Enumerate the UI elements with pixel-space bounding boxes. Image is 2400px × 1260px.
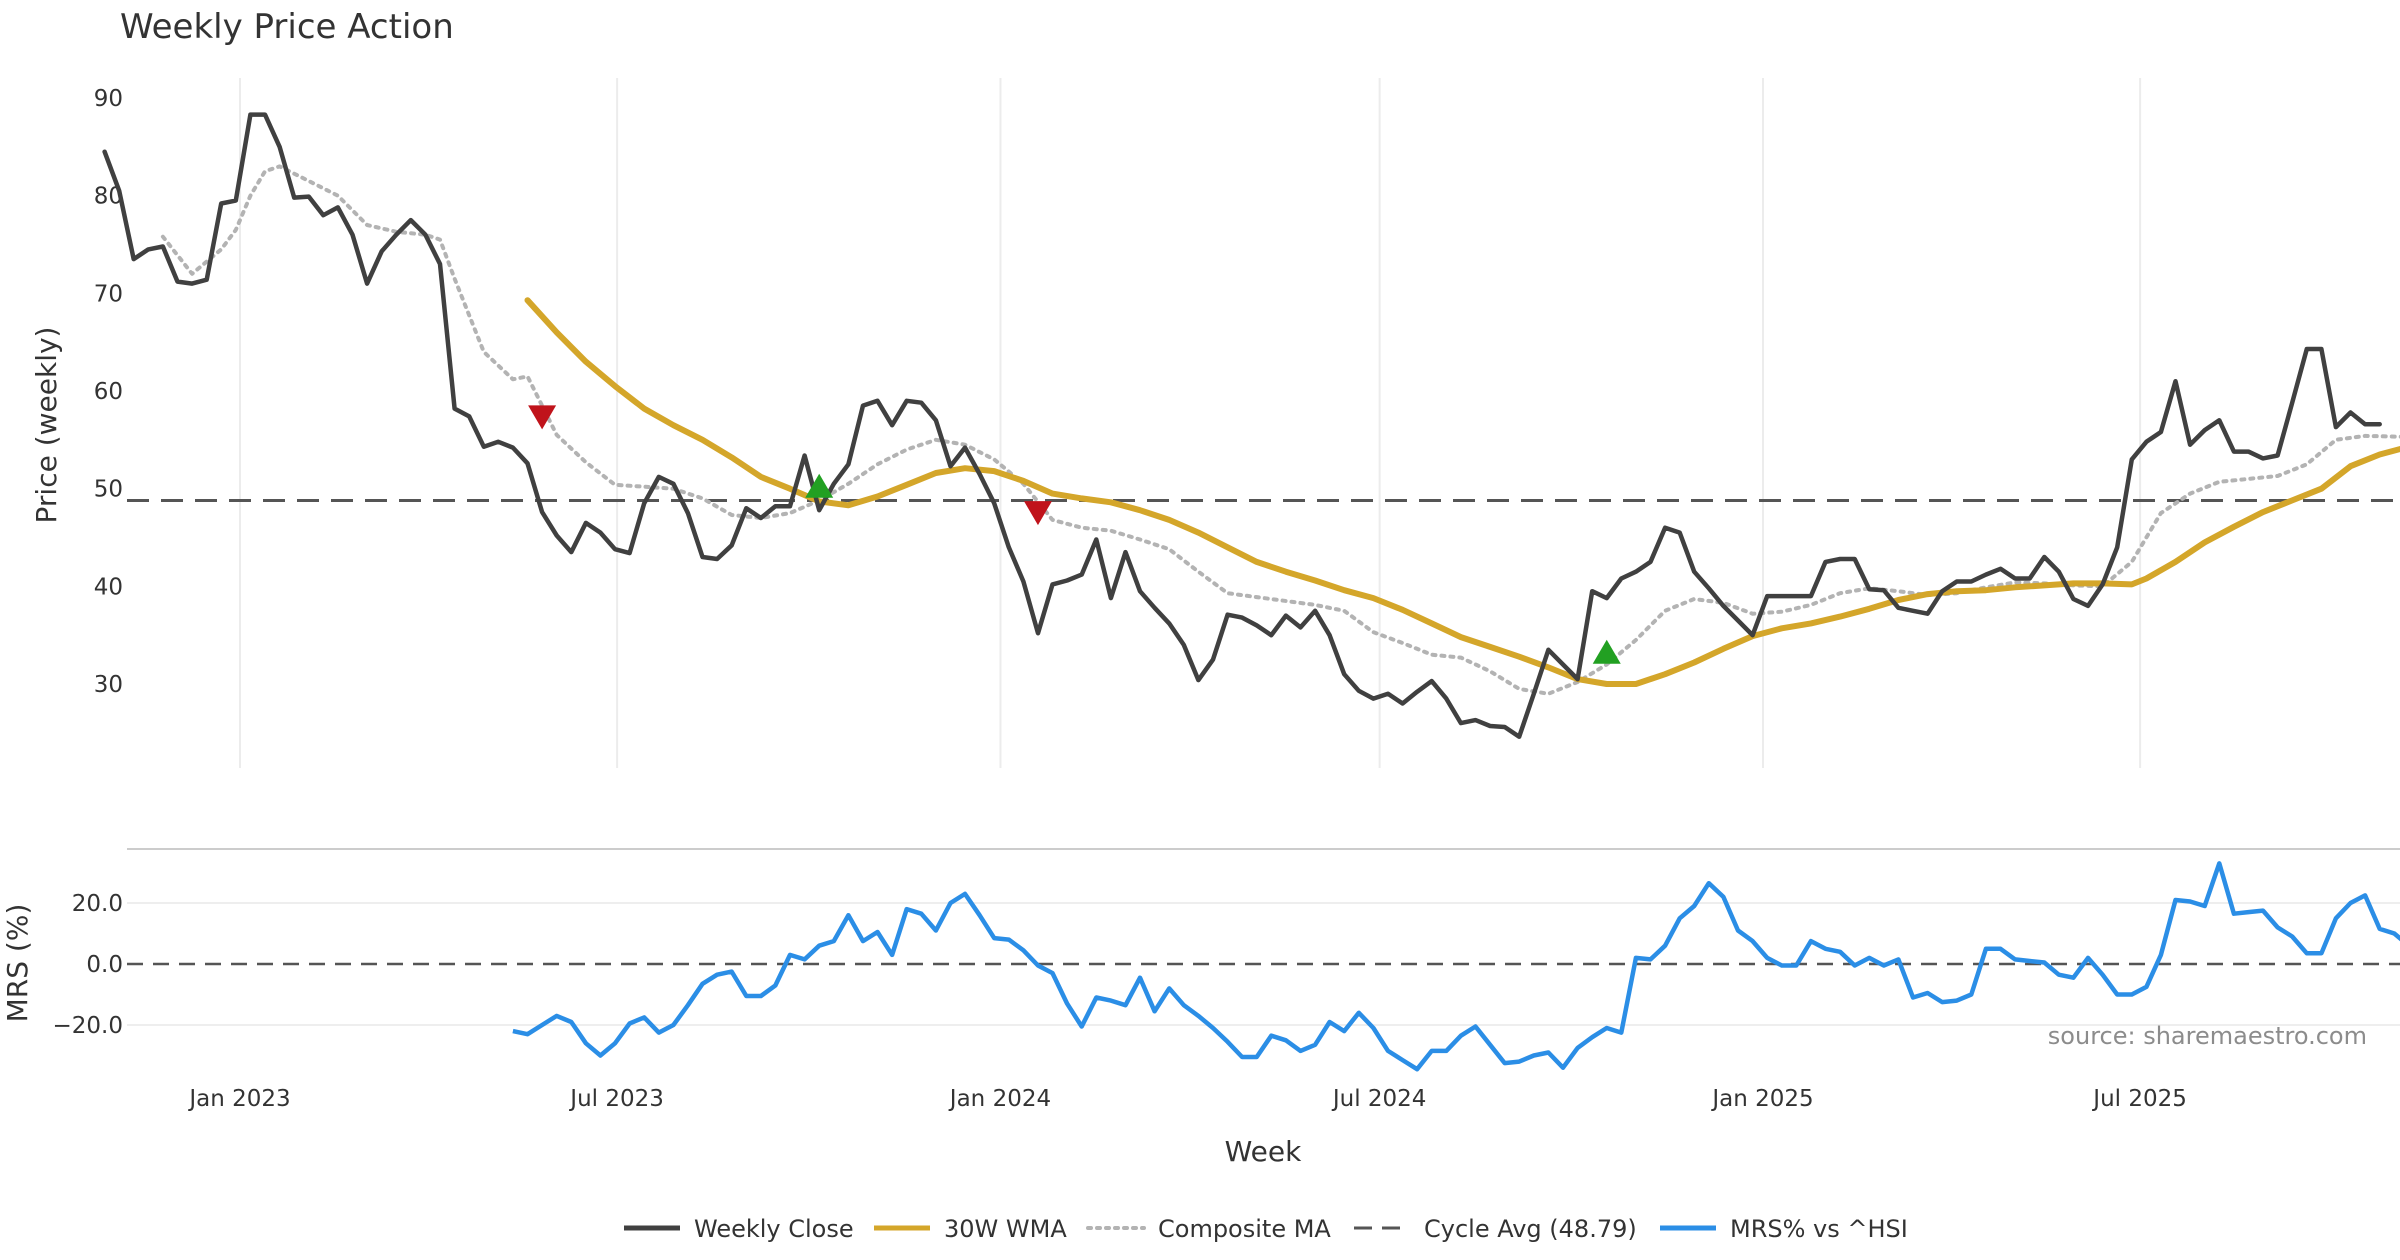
price-y-tick-label: 60 bbox=[94, 379, 123, 405]
x-tick-label: Jul 2024 bbox=[1331, 1086, 1427, 1112]
mrs-line bbox=[512, 861, 2400, 1072]
sell-signal-marker bbox=[1023, 501, 1052, 526]
x-tick-label: Jan 2023 bbox=[187, 1086, 290, 1112]
mrs-y-tick-label: −20.0 bbox=[53, 1013, 123, 1039]
x-tick-label: Jan 2024 bbox=[948, 1086, 1051, 1112]
price-y-tick-label: 70 bbox=[94, 281, 123, 307]
wma-30w-line bbox=[524, 297, 2400, 687]
sell-signal-marker bbox=[528, 405, 557, 430]
composite-ma-line bbox=[160, 164, 2400, 696]
price-y-tick-label: 30 bbox=[94, 672, 123, 698]
signal-markers bbox=[528, 405, 1621, 664]
price-y-tick-label: 40 bbox=[94, 574, 123, 600]
legend-label: MRS% vs ^HSI bbox=[1730, 1215, 1908, 1243]
legend-label: Cycle Avg (48.79) bbox=[1424, 1215, 1637, 1243]
mrs-y-tick-labels: −20.0 0.0 20.0 bbox=[53, 891, 123, 1039]
price-gridlines bbox=[239, 78, 2142, 768]
price-y-axis-label: Price (weekly) bbox=[30, 327, 63, 524]
x-tick-labels: Jan 2023 Jul 2023 Jan 2024 Jul 2024 Jan 2025… bbox=[187, 1086, 2187, 1112]
x-tick-label: Jul 2023 bbox=[568, 1086, 664, 1112]
legend-label: 30W WMA bbox=[944, 1215, 1067, 1243]
x-tick-label: Jul 2025 bbox=[2091, 1086, 2187, 1112]
buy-signal-marker bbox=[1592, 639, 1621, 664]
series-lines bbox=[102, 112, 2400, 1072]
chart-title: Weekly Price Action bbox=[120, 7, 454, 47]
mrs-y-tick-label: 0.0 bbox=[86, 952, 123, 978]
legend-label: Composite MA bbox=[1158, 1215, 1331, 1243]
legend-label: Weekly Close bbox=[694, 1215, 854, 1243]
mrs-y-axis-label: MRS (%) bbox=[1, 904, 34, 1023]
mrs-y-tick-label: 20.0 bbox=[72, 891, 123, 917]
buy-signal-marker bbox=[805, 473, 834, 498]
mrs-gridlines bbox=[127, 848, 2400, 1026]
price-y-tick-label: 90 bbox=[94, 86, 123, 112]
legend: Weekly Close 30W WMA Composite MA Cycle Avg… bbox=[624, 1215, 1908, 1243]
weekly-close-line bbox=[102, 112, 2382, 739]
source-label: source: sharemaestro.com bbox=[2048, 1022, 2367, 1050]
x-tick-label: Jan 2025 bbox=[1710, 1086, 1813, 1112]
x-axis-label: Week bbox=[1225, 1135, 1302, 1168]
price-y-tick-label: 50 bbox=[94, 477, 123, 503]
